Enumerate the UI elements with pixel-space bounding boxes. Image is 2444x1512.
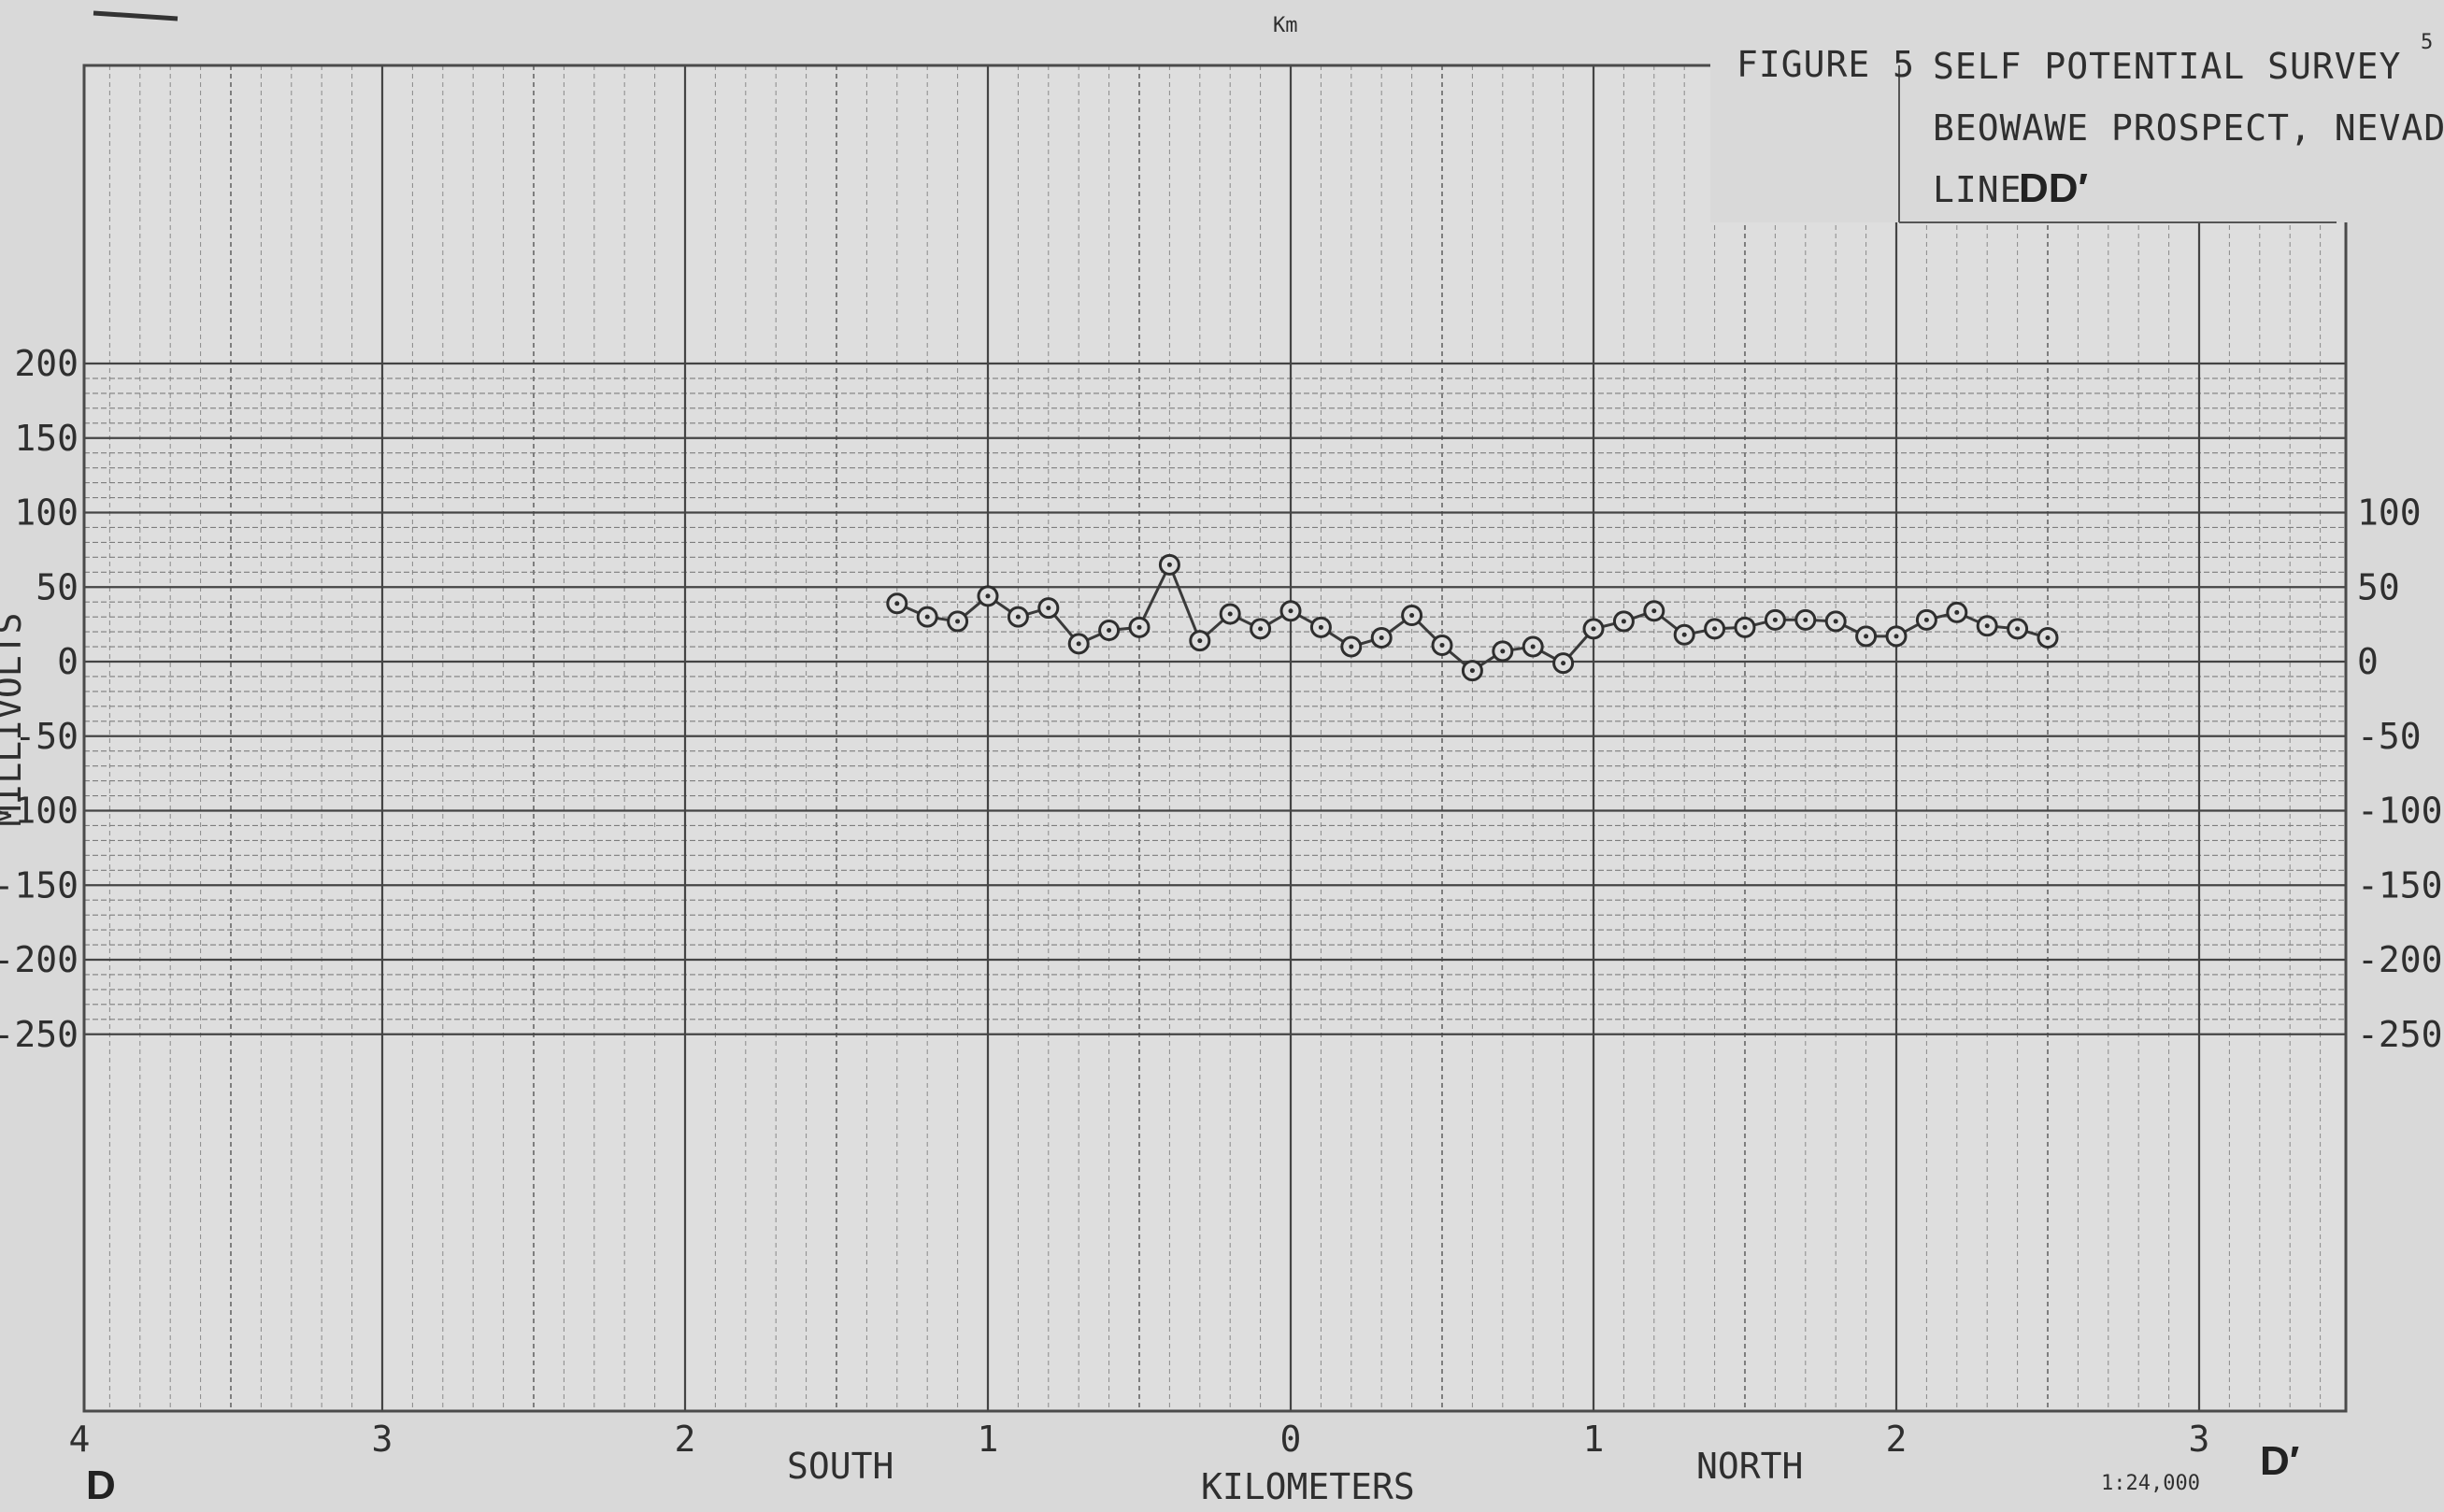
x-tick-label: 1 (978, 1419, 999, 1460)
y-tick-label-left: -50 (14, 716, 79, 757)
start-point-label: D (86, 1462, 116, 1508)
y-tick-label-right: -50 (2357, 716, 2422, 757)
north-label: NORTH (1696, 1446, 1803, 1487)
data-point-dot (1742, 624, 1748, 630)
y-tick-label-right: -250 (2357, 1014, 2443, 1055)
y-tick-label-right: 0 (2357, 641, 2379, 682)
data-point-dot (924, 614, 930, 620)
y-axis-left-ticks: 200 150 100 50 0 -50 -100 -150 -200 -250 (0, 343, 79, 1055)
data-point-dot (1288, 608, 1293, 614)
x-tick-label: 3 (372, 1419, 393, 1460)
data-point-dot (1681, 632, 1687, 637)
plot-area (84, 65, 2346, 1411)
title-box (1710, 19, 2444, 222)
line-prefix: LINE (1933, 169, 2022, 210)
data-point-dot (1197, 638, 1203, 644)
top-unit-label: Km (1273, 14, 1298, 37)
y-tick-label-left: 0 (57, 641, 79, 682)
x-tick-label: 2 (675, 1419, 696, 1460)
data-point-dot (1651, 608, 1657, 614)
data-point-dot (1439, 642, 1445, 648)
y-tick-label-left: -100 (0, 791, 79, 832)
plot-frame (82, 64, 2348, 1413)
scale-label: 1:24,000 (2101, 1472, 2200, 1495)
data-point-dot (1923, 617, 1929, 622)
y-tick-label-left: 50 (36, 566, 79, 607)
title-line-1: SELF POTENTIAL SURVEY (1933, 46, 2401, 87)
x-tick-label: 0 (1280, 1419, 1302, 1460)
data-point-dot (1864, 634, 1869, 639)
y-tick-label-left: 200 (14, 343, 79, 384)
y-tick-label-left: -200 (0, 939, 79, 980)
data-point-dot (1107, 628, 1112, 634)
end-point-label: D′ (2260, 1438, 2299, 1484)
data-point-dot (1530, 644, 1536, 649)
series-points (886, 553, 2059, 682)
data-point-dot (1318, 624, 1323, 630)
data-point-dot (1349, 644, 1354, 649)
data-point-dot (1076, 641, 1081, 647)
x-tick-label: 1 (1583, 1419, 1605, 1460)
data-point-dot (1954, 609, 1960, 615)
data-point-dot (2015, 626, 2021, 632)
minor-grid (84, 65, 2346, 1411)
x-axis-label: KILOMETERS (1201, 1466, 1415, 1507)
x-tick-label: 3 (2189, 1419, 2210, 1460)
y-tick-label-right: -150 (2357, 864, 2443, 906)
y-tick-label-left: 100 (14, 492, 79, 534)
data-point-dot (1469, 668, 1475, 674)
south-label: SOUTH (787, 1446, 893, 1487)
y-tick-label-right: 100 (2357, 492, 2422, 534)
y-tick-label-left: -250 (0, 1014, 79, 1055)
corner-mark: 5 (2421, 31, 2433, 54)
data-point-dot (1379, 635, 1384, 640)
y-tick-label-right: 50 (2357, 566, 2400, 607)
data-point-dot (894, 601, 900, 606)
data-point-dot (1894, 634, 1899, 639)
data-point-dot (1227, 611, 1233, 617)
data-point-dot (1833, 619, 1838, 624)
data-point-dot (1136, 624, 1142, 630)
data-point-dot (1258, 626, 1264, 632)
data-point-dot (1621, 619, 1626, 624)
data-point-dot (985, 593, 991, 599)
data-point-dot (1500, 649, 1506, 654)
data-point-dot (1772, 617, 1778, 622)
y-axis-right-ticks: 100 50 0 -50 -100 -150 -200 -250 (2357, 492, 2443, 1055)
x-tick-label: 2 (1886, 1419, 1908, 1460)
y-tick-label-left: 150 (14, 418, 79, 459)
y-axis-label: MILLIVOLTS (0, 613, 29, 827)
title-line-2: BEOWAWE PROSPECT, NEVADA (1933, 107, 2444, 149)
data-point-dot (1015, 614, 1021, 620)
y-tick-label-right: -100 (2357, 791, 2443, 832)
data-point-dot (1046, 606, 1051, 611)
data-point-dot (1561, 661, 1566, 666)
y-tick-label-right: -200 (2357, 939, 2443, 980)
data-point-dot (1591, 626, 1596, 632)
figure-label: FIGURE 5 (1737, 44, 1915, 85)
line-name: DD′ (2019, 165, 2088, 211)
data-point-dot (2045, 635, 2051, 640)
data-point-dot (1712, 626, 1718, 632)
major-grid (84, 65, 2346, 1411)
data-point-dot (1803, 617, 1808, 622)
corner-dash (93, 10, 179, 21)
x-axis-ticks: 4 3 2 1 0 1 2 3 (69, 1419, 2210, 1460)
y-tick-label-left: -150 (0, 864, 79, 906)
data-point-dot (1166, 562, 1172, 567)
data-point-dot (1984, 623, 1990, 629)
data-point-dot (1409, 613, 1415, 619)
x-tick-label: 4 (69, 1419, 91, 1460)
data-point-dot (955, 619, 961, 624)
